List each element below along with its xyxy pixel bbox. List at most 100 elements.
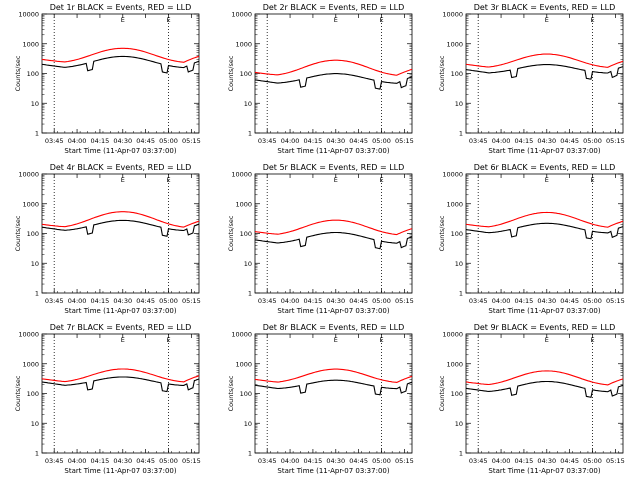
x-tick-label: 03:45 (258, 137, 277, 145)
y-tick-label: 10 (31, 100, 39, 108)
x-tick-label: 03:45 (469, 457, 488, 465)
series-line-lld (254, 59, 413, 76)
y-tick-label: 10000 (231, 331, 252, 339)
y-tick-label: 1 (248, 450, 252, 458)
panel-title: Det 1r BLACK = Events, RED = LLD (50, 3, 192, 12)
x-tick-label: 04:00 (68, 297, 87, 305)
y-tick-label: 1000 (446, 40, 463, 48)
x-tick-label: 04:00 (492, 137, 511, 145)
x-tick-label: 05:00 (159, 137, 178, 145)
x-tick-label: 03:45 (45, 297, 64, 305)
x-tick-label: 05:00 (159, 297, 178, 305)
x-tick-label: 04:30 (537, 297, 556, 305)
x-tick-label: 04:15 (91, 297, 110, 305)
y-tick-label: 10 (244, 420, 252, 428)
transition-marker: E (380, 336, 384, 344)
transition-marker: E (121, 176, 125, 184)
y-tick-label: 10000 (18, 171, 39, 179)
x-tick-label: 04:15 (91, 137, 110, 145)
y-tick-label: 1000 (446, 200, 463, 208)
series-line-lld (465, 211, 624, 228)
x-tick-label: 03:45 (45, 457, 64, 465)
y-tick-label: 10000 (442, 171, 463, 179)
panel-det-9: Det 9r BLACK = Events, RED = LLD 1 10 100 10… (438, 323, 625, 475)
x-tick-label: 04:45 (560, 297, 579, 305)
panel-title: Det 7r BLACK = Events, RED = LLD (50, 323, 192, 332)
panel-title: Det 9r BLACK = Events, RED = LLD (474, 323, 616, 332)
y-tick-label: 10 (455, 260, 463, 268)
y-tick-label: 10 (31, 260, 39, 268)
transition-marker: E (121, 16, 125, 24)
x-axis-label: Start Time (11-Apr-07 03:37:00) (64, 147, 176, 155)
y-tick-label: 100 (451, 390, 463, 398)
y-tick-label: 1000 (235, 200, 252, 208)
x-tick-label: 05:15 (606, 297, 625, 305)
y-axis-label: Counts/sec (227, 215, 235, 251)
x-tick-label: 05:00 (372, 457, 391, 465)
x-tick-label: 04:15 (91, 457, 110, 465)
y-axis-label: Counts/sec (14, 215, 22, 251)
x-tick-label: 05:00 (372, 137, 391, 145)
x-tick-label: 05:15 (606, 457, 625, 465)
y-tick-label: 1000 (22, 200, 39, 208)
x-tick-label: 04:45 (349, 137, 368, 145)
series-line-events (465, 380, 624, 398)
y-tick-label: 10000 (231, 11, 252, 19)
panel-det-7: Det 7r BLACK = Events, RED = LLD 1 10 100 10… (14, 323, 201, 475)
y-axis-label: Counts/sec (227, 375, 235, 411)
transition-marker: E (334, 176, 338, 184)
transition-marker: E (121, 336, 125, 344)
series-line-lld (41, 47, 200, 63)
transition-marker: E (380, 16, 384, 24)
series-line-events (254, 379, 413, 396)
y-axis-label: Counts/sec (14, 375, 22, 411)
series-line-events (254, 231, 413, 250)
x-tick-label: 04:15 (515, 297, 534, 305)
x-tick-label: 03:45 (258, 457, 277, 465)
plot-frame (465, 173, 624, 294)
y-tick-label: 10000 (231, 171, 252, 179)
y-tick-label: 1000 (446, 360, 463, 368)
x-tick-label: 04:45 (136, 457, 155, 465)
y-tick-label: 100 (451, 70, 463, 78)
series-line-events (465, 222, 624, 240)
x-tick-label: 04:45 (136, 137, 155, 145)
y-tick-label: 1 (35, 130, 39, 138)
x-tick-label: 05:15 (395, 297, 414, 305)
y-tick-label: 1 (459, 450, 463, 458)
x-tick-label: 05:00 (372, 297, 391, 305)
y-tick-label: 100 (27, 390, 39, 398)
x-tick-label: 04:15 (515, 137, 534, 145)
series-line-events (254, 73, 413, 90)
panel-det-1: Det 1r BLACK = Events, RED = LLD 1 10 100 10… (14, 3, 201, 155)
series-line-lld (41, 368, 200, 383)
y-tick-label: 10 (455, 420, 463, 428)
x-axis-label: Start Time (11-Apr-07 03:37:00) (488, 467, 600, 475)
series-line-lld (465, 370, 624, 386)
y-tick-label: 1000 (22, 360, 39, 368)
y-tick-label: 100 (27, 70, 39, 78)
y-tick-label: 1 (248, 290, 252, 298)
transition-marker: E (545, 176, 549, 184)
y-tick-label: 10 (455, 100, 463, 108)
x-tick-label: 04:00 (281, 457, 300, 465)
y-tick-label: 10000 (442, 331, 463, 339)
transition-marker: E (591, 176, 595, 184)
y-tick-label: 10 (244, 260, 252, 268)
transition-marker: E (167, 16, 171, 24)
x-tick-label: 04:15 (304, 297, 323, 305)
x-tick-label: 04:45 (560, 457, 579, 465)
panel-det-2: Det 2r BLACK = Events, RED = LLD 1 10 100 10… (227, 3, 414, 155)
x-axis-label: Start Time (11-Apr-07 03:37:00) (64, 307, 176, 315)
x-tick-label: 04:30 (326, 137, 345, 145)
x-tick-label: 04:45 (136, 297, 155, 305)
x-tick-label: 04:45 (560, 137, 579, 145)
y-tick-label: 100 (451, 230, 463, 238)
series-line-lld (254, 368, 413, 383)
panel-title: Det 8r BLACK = Events, RED = LLD (263, 323, 405, 332)
x-tick-label: 04:15 (304, 457, 323, 465)
x-tick-label: 05:15 (395, 457, 414, 465)
x-tick-label: 04:00 (492, 457, 511, 465)
x-tick-label: 03:45 (469, 137, 488, 145)
